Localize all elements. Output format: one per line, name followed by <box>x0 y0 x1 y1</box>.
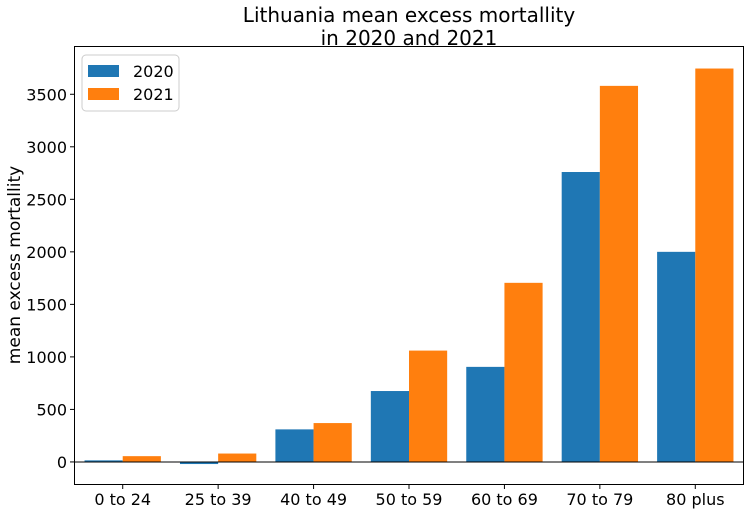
y-tick-label: 0 <box>57 453 67 472</box>
x-tick-label: 50 to 59 <box>376 490 443 509</box>
y-tick-label: 1500 <box>26 295 67 314</box>
bar-2021-70-to-79 <box>599 85 639 462</box>
chart-title-line-1: Lithuania mean excess mortallity <box>243 3 576 27</box>
x-tick-label: 80 plus <box>666 490 725 509</box>
bar-2020-0-to-24 <box>84 460 123 462</box>
legend-swatch-2020 <box>88 65 119 77</box>
bar-2021-80-plus <box>695 68 734 462</box>
bar-2020-60-to-69 <box>466 366 505 462</box>
y-tick-label: 1000 <box>26 348 67 367</box>
x-tick-label: 25 to 39 <box>185 490 252 509</box>
legend-label-2020: 2020 <box>133 62 174 81</box>
y-tick-label: 500 <box>36 400 67 419</box>
x-tick-label: 0 to 24 <box>94 490 151 509</box>
x-tick-label: 60 to 69 <box>471 490 538 509</box>
legend-label-2021: 2021 <box>133 85 174 104</box>
x-tick-label: 70 to 79 <box>566 490 633 509</box>
bar-2021-60-to-69 <box>504 282 543 462</box>
y-axis-label: mean excess mortallity <box>5 166 25 364</box>
x-tick-label: 40 to 49 <box>280 490 347 509</box>
bar-2021-40-to-49 <box>313 423 352 462</box>
legend-swatch-2021 <box>88 88 119 100</box>
bar-2020-40-to-49 <box>275 429 314 462</box>
bar-2020-50-to-59 <box>370 391 409 462</box>
bar-2021-50-to-59 <box>409 350 448 462</box>
bar-2021-0-to-24 <box>122 456 161 462</box>
bar-2021-25-to-39 <box>218 453 257 462</box>
y-tick-label: 2500 <box>26 190 67 209</box>
legend: 2020 2021 <box>81 54 180 112</box>
bar-2020-70-to-79 <box>561 172 600 462</box>
plot-area <box>75 68 743 465</box>
y-tick-label: 3500 <box>26 85 67 104</box>
bar-2020-25-to-39 <box>179 461 219 465</box>
bar-2020-80-plus <box>657 251 696 462</box>
y-tick-label: 2000 <box>26 243 67 262</box>
y-tick-label: 3000 <box>26 138 67 157</box>
